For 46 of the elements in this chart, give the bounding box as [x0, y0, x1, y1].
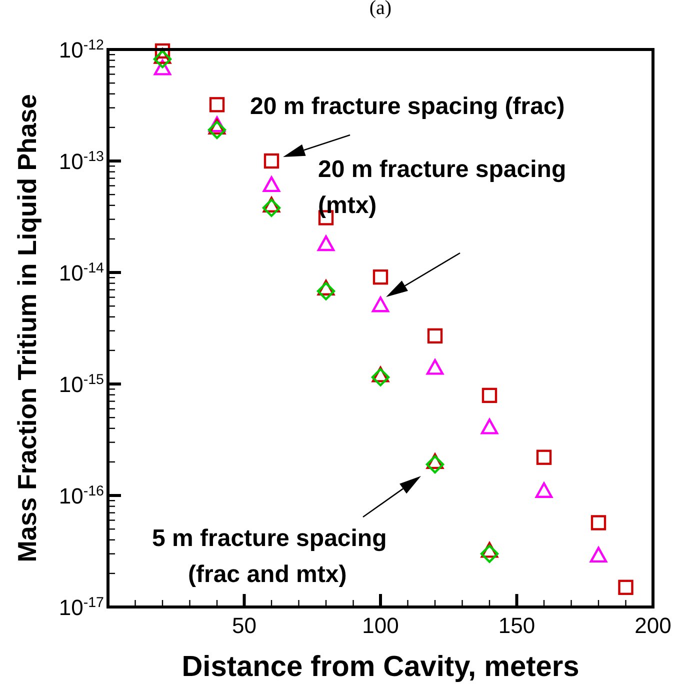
annotation: 5 m fracture spacing (frac and mtx): [152, 525, 387, 588]
point: [536, 450, 552, 465]
chart-title: (a): [369, 0, 392, 19]
point: [590, 515, 606, 530]
point: [590, 546, 608, 563]
point: [208, 120, 226, 140]
point: [209, 97, 225, 112]
annotation: 20 m fracture spacing (frac): [250, 93, 565, 120]
point: [482, 388, 498, 404]
point: [316, 282, 336, 300]
y-tick-label: 10$^{-15}$: [58, 372, 104, 397]
point: [426, 455, 444, 474]
point: [264, 153, 280, 169]
y-tick-label: 10$^{-13}$: [58, 149, 104, 174]
y-tick-label: 10$^{-12}$: [58, 38, 104, 62]
point: [262, 198, 281, 217]
point: [372, 269, 388, 285]
point: [372, 296, 390, 312]
x-tick-label: 100: [362, 613, 399, 638]
point: [317, 235, 335, 252]
y-tick-label: 10$^{-16}$: [58, 484, 104, 508]
annotation: 20 m fracture spacing (mtx): [318, 156, 566, 219]
point: [262, 176, 280, 192]
y-axis-title: Mass Fraction Tritium in Liquid Phase: [12, 94, 42, 562]
point: [480, 544, 499, 563]
point: [317, 280, 335, 296]
x-tick-label: 50: [232, 613, 256, 638]
point: [371, 368, 390, 386]
x-tick-label: 200: [634, 613, 672, 638]
point: [153, 50, 172, 68]
point: [262, 196, 280, 212]
point: [618, 580, 634, 595]
point: [480, 542, 498, 558]
point: [154, 60, 172, 76]
point: [154, 43, 170, 59]
x-axis-title: Distance from Cavity, meters: [182, 651, 580, 683]
point: [154, 48, 172, 64]
point: [372, 366, 390, 382]
x-tick-label: 150: [498, 613, 536, 638]
point: [426, 453, 444, 470]
y-tick-label: 10$^{-14}$: [58, 260, 104, 286]
y-tick-label: 10$^{-17}$: [58, 595, 104, 620]
point: [427, 328, 443, 344]
point: [480, 418, 498, 434]
point: [535, 482, 553, 498]
point: [426, 359, 444, 375]
